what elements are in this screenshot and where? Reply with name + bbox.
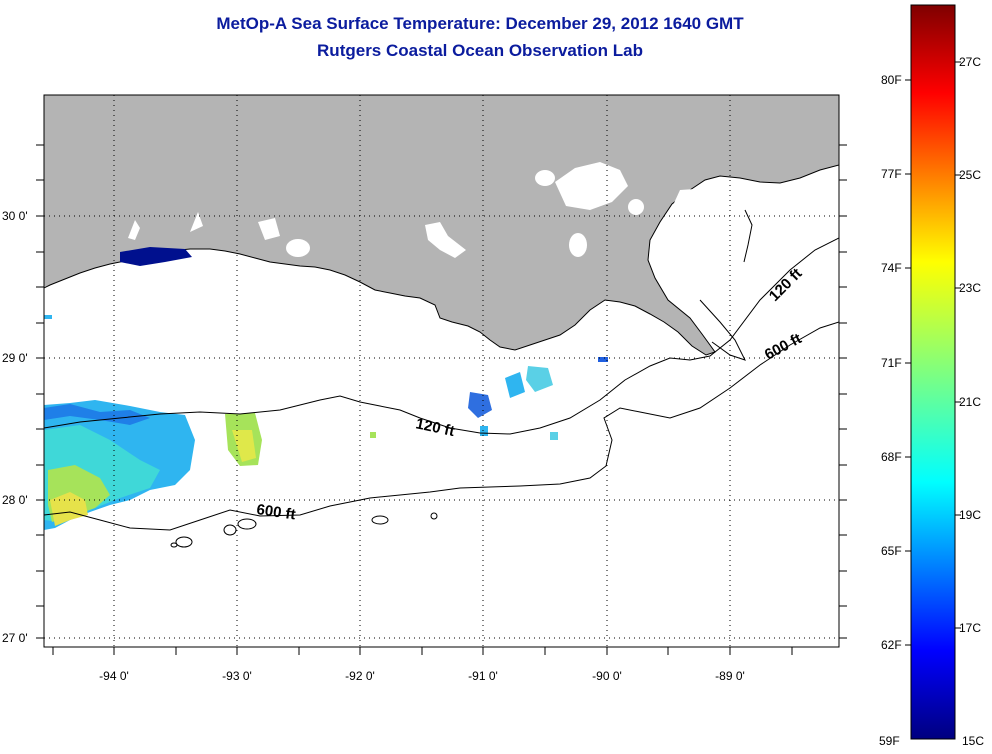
- map-title: MetOp-A Sea Surface Temperature: Decembe…: [216, 14, 744, 33]
- lon-label-94: -94 0': [99, 669, 129, 683]
- contour-600ft-line: [44, 321, 839, 531]
- colorbar-c-25: 25C: [959, 168, 981, 182]
- colorbar-f-59: 59F: [879, 734, 900, 748]
- colorbar-c-21: 21C: [959, 395, 981, 409]
- colorbar-c-23: 23C: [959, 281, 981, 295]
- sst-data-patches: [44, 247, 608, 530]
- contour-label-600ft-west: 600 ft: [255, 501, 296, 523]
- barrier-island: [743, 209, 753, 263]
- lat-label-30: 30 0': [2, 209, 28, 223]
- colorbar-c-17: 17C: [959, 621, 981, 635]
- contour-120ft-line: [44, 237, 839, 435]
- colorbar-f-68: 68F: [881, 450, 902, 464]
- colorbar-f-74: 74F: [881, 261, 902, 275]
- lakes: [128, 162, 760, 278]
- map-subtitle: Rutgers Coastal Ocean Observation Lab: [317, 41, 643, 60]
- colorbar-f-71: 71F: [881, 356, 902, 370]
- lon-label-93: -93 0': [222, 669, 252, 683]
- colorbar-f-62: 62F: [881, 638, 902, 652]
- lon-label-90: -90 0': [592, 669, 622, 683]
- colorbar-f-65: 65F: [881, 544, 902, 558]
- colorbar-f-80: 80F: [881, 73, 902, 87]
- seamount-contours: [170, 512, 438, 548]
- grid-lines: [44, 95, 839, 647]
- colorbar-gradient: [910, 4, 956, 740]
- colorbar-ticks: [905, 61, 961, 646]
- lat-label-28: 28 0': [2, 493, 28, 507]
- colorbar-c-27: 27C: [959, 55, 981, 69]
- colorbar-f-77: 77F: [881, 167, 902, 181]
- lon-label-92: -92 0': [345, 669, 375, 683]
- lon-label-91: -91 0': [468, 669, 498, 683]
- axis-ticks: [36, 144, 847, 655]
- plot-border: [43, 94, 840, 648]
- delta-coastline: [699, 299, 746, 361]
- lon-label-89: -89 0': [715, 669, 745, 683]
- lat-label-27: 27 0': [2, 631, 28, 645]
- colorbar-c-15: 15C: [962, 734, 984, 748]
- lat-label-29: 29 0': [2, 351, 28, 365]
- colorbar-c-19: 19C: [959, 508, 981, 522]
